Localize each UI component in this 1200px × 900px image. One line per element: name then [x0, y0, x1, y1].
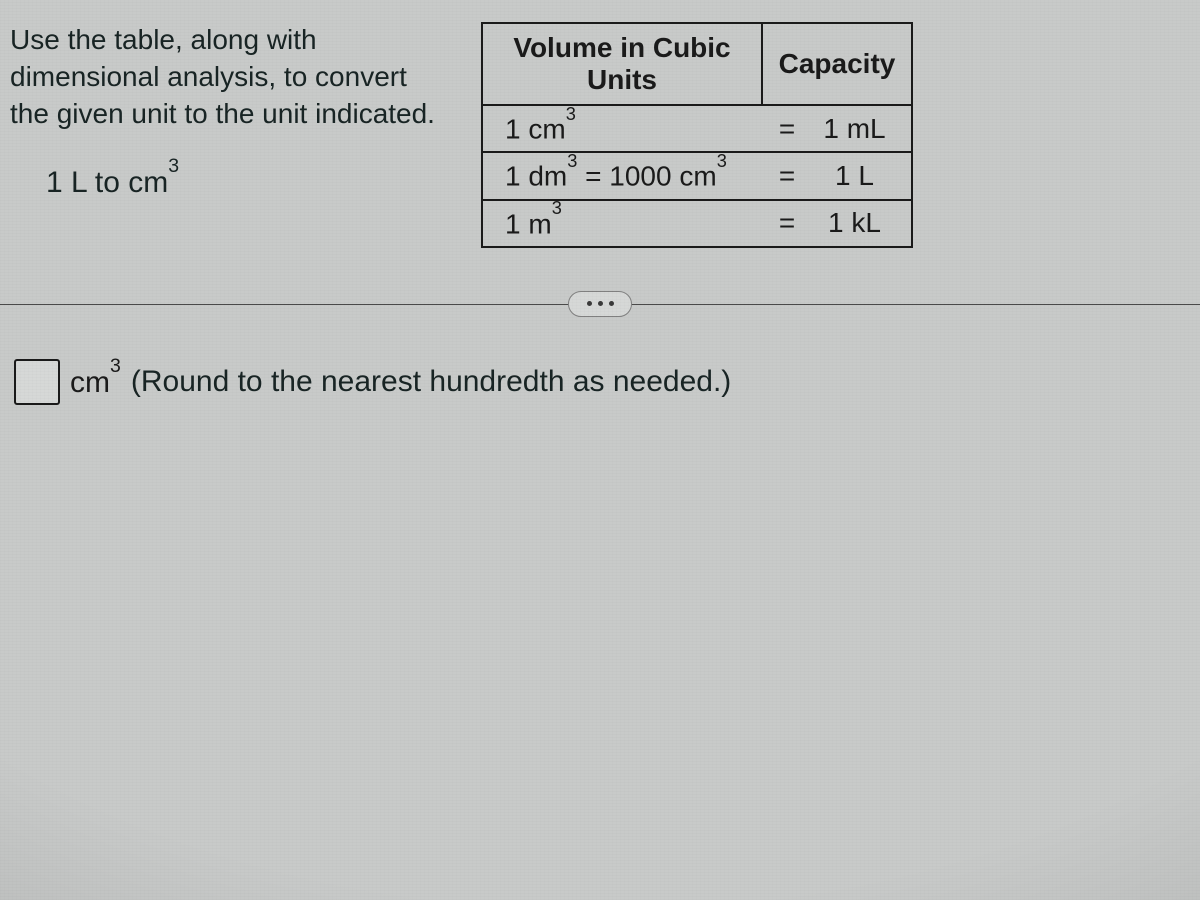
answer-unit: cm3 — [70, 364, 121, 400]
problem-prefix: 1 L to cm — [46, 166, 168, 199]
answer-input[interactable] — [14, 359, 60, 405]
equals-cell: = — [762, 105, 812, 152]
equals-cell: = — [762, 152, 812, 199]
answer-area: cm3 (Round to the nearest hundredth as n… — [0, 359, 1200, 405]
vol-prefix: 1 m — [505, 208, 552, 239]
conversion-table: Volume in Cubic Units Capacity 1 cm3 = 1… — [481, 22, 913, 248]
capacity-cell: 1 mL — [812, 105, 912, 152]
vol-exp: 3 — [566, 104, 576, 124]
table-row: 1 dm3 = 1000 cm3 = 1 L — [482, 152, 912, 199]
problem-statement: 1 L to cm3 — [10, 163, 445, 203]
volume-cell: 1 m3 — [482, 200, 762, 247]
table-row: 1 cm3 = 1 mL — [482, 105, 912, 152]
header-capacity: Capacity — [762, 23, 912, 105]
equals-cell: = — [762, 200, 812, 247]
header-volume: Volume in Cubic Units — [482, 23, 762, 105]
vol-prefix: 1 cm — [505, 113, 566, 144]
vol-exp2: 3 — [717, 151, 727, 171]
table-header-row: Volume in Cubic Units Capacity — [482, 23, 912, 105]
ellipsis-icon — [598, 301, 603, 306]
vol-prefix: 1 dm — [505, 161, 567, 192]
instructions-text: Use the table, along with dimensional an… — [10, 24, 435, 129]
volume-cell: 1 cm3 — [482, 105, 762, 152]
vol-suffix: = 1000 cm — [577, 161, 716, 192]
answer-unit-exp: 3 — [110, 355, 121, 377]
ellipsis-icon — [609, 301, 614, 306]
instructions-block: Use the table, along with dimensional an… — [10, 22, 445, 202]
vol-exp: 3 — [567, 151, 577, 171]
rounding-hint: (Round to the nearest hundredth as neede… — [131, 365, 731, 399]
expand-button[interactable] — [568, 291, 632, 317]
vol-exp: 3 — [552, 198, 562, 218]
capacity-cell: 1 kL — [812, 200, 912, 247]
volume-cell: 1 dm3 = 1000 cm3 — [482, 152, 762, 199]
capacity-cell: 1 L — [812, 152, 912, 199]
problem-exponent: 3 — [168, 155, 179, 177]
ellipsis-icon — [587, 301, 592, 306]
table-row: 1 m3 = 1 kL — [482, 200, 912, 247]
section-divider — [0, 304, 1200, 305]
answer-unit-prefix: cm — [70, 366, 110, 399]
